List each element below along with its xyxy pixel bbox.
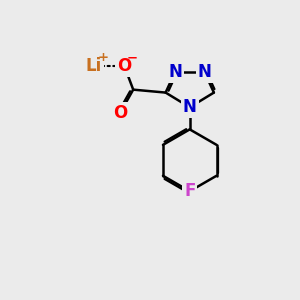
- Text: Li: Li: [85, 57, 102, 75]
- Text: N: N: [168, 63, 182, 81]
- Text: F: F: [184, 182, 195, 200]
- Text: O: O: [113, 104, 127, 122]
- Text: N: N: [183, 98, 197, 116]
- Text: O: O: [117, 57, 131, 75]
- Text: −: −: [126, 51, 137, 64]
- Text: +: +: [98, 51, 108, 64]
- Text: N: N: [197, 63, 212, 81]
